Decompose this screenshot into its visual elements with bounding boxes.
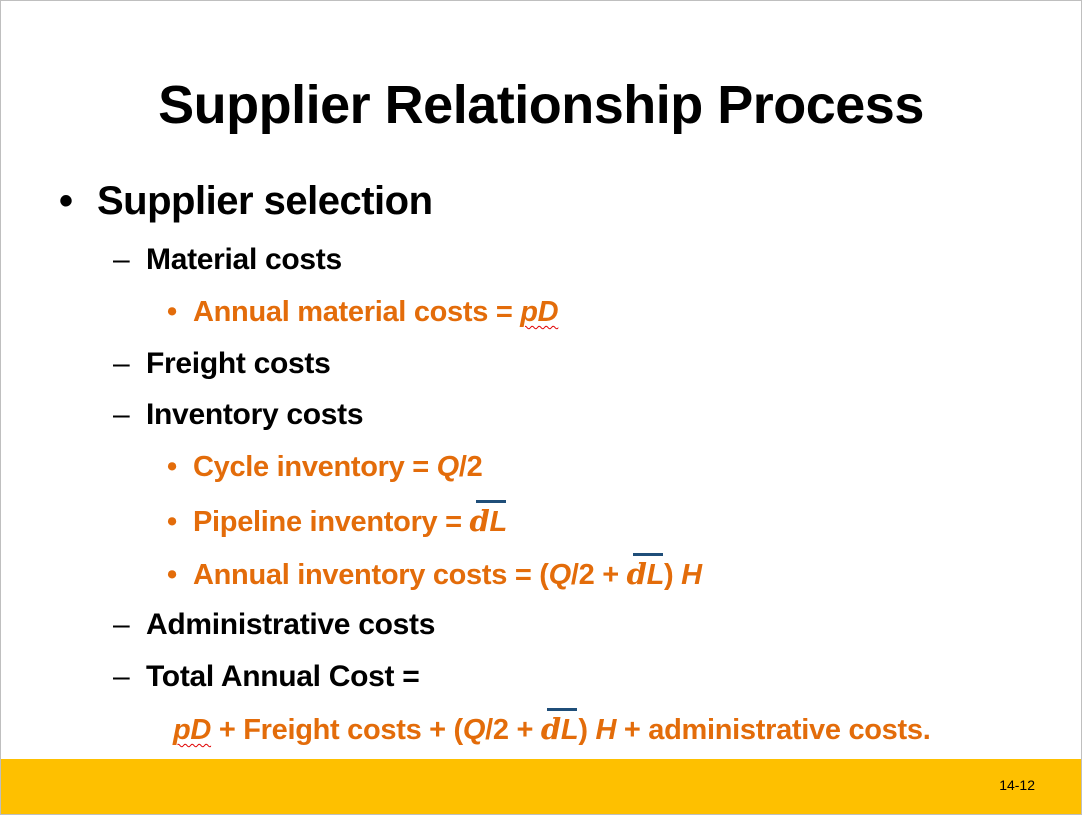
dash-icon: – [113, 608, 130, 641]
formula-close: ) [664, 559, 682, 591]
subitem-text: Inventory costs [146, 398, 364, 431]
subitem-text: Freight costs [146, 347, 331, 380]
formula-mid: /2 + [485, 714, 541, 746]
formula-admin: + administrative costs. [616, 714, 931, 746]
subitem-material-costs: – Material costs [113, 242, 342, 278]
subitem-total-annual-cost: – Total Annual Cost = [113, 659, 420, 695]
bullet-icon: • [167, 559, 177, 591]
formula-q: Q [436, 451, 460, 483]
subitem-text: Material costs [146, 243, 342, 276]
bullet-icon: • [167, 506, 177, 538]
bullet-icon: • [167, 296, 177, 328]
bullet-icon: • [59, 179, 73, 223]
formula-h: H [681, 559, 702, 591]
dash-icon: – [113, 347, 130, 380]
bullet-text: Supplier selection [97, 179, 433, 223]
slide-title: Supplier Relationship Process [158, 75, 924, 135]
subitem-text: Administrative costs [146, 608, 436, 641]
subsubitem-text: Annual material costs = [193, 296, 521, 328]
formula-l: L [646, 559, 665, 591]
page-number: 14-12 [999, 777, 1035, 793]
formula-dbar: d [540, 708, 577, 746]
formula-q: Q [548, 559, 572, 591]
formula-freight: + Freight costs + ( [211, 714, 463, 746]
formula-l: L [489, 506, 508, 538]
formula-dbar: d [626, 553, 663, 591]
dash-icon: – [113, 398, 130, 431]
subsubitem-pipeline-inventory: • Pipeline inventory = dL [167, 500, 508, 540]
formula-mid: /2 + [570, 559, 627, 591]
footer-bar: 14-12 [1, 759, 1081, 814]
formula-l: L [560, 714, 579, 746]
subsubitem-text: Annual inventory costs = ( [193, 559, 549, 591]
dash-icon: – [113, 243, 130, 276]
subitem-text: Total Annual Cost = [146, 660, 420, 693]
bullet-icon: • [167, 451, 177, 483]
dash-icon: – [113, 660, 130, 693]
subsubitem-annual-material-costs: • Annual material costs = pD [167, 294, 559, 330]
formula-pd: pD [520, 296, 559, 328]
formula-close: ) [578, 714, 596, 746]
subsubitem-text: Pipeline inventory = [193, 506, 470, 538]
subsubitem-annual-inventory-costs: • Annual inventory costs = (Q/2 + dL) H [167, 553, 702, 593]
subsubitem-text: Cycle inventory = [193, 451, 437, 483]
formula-q: Q [462, 714, 486, 746]
formula-pd: pD [173, 714, 212, 746]
subitem-freight-costs: – Freight costs [113, 346, 331, 382]
formula-h: H [595, 714, 617, 746]
formula-dbar: d [469, 500, 506, 538]
formula-suffix: /2 [458, 451, 483, 483]
subitem-inventory-costs: – Inventory costs [113, 397, 364, 433]
total-cost-formula: pD + Freight costs + (Q/2 + dL) H + admi… [173, 708, 931, 748]
subitem-administrative-costs: – Administrative costs [113, 607, 435, 643]
subsubitem-cycle-inventory: • Cycle inventory = Q/2 [167, 449, 483, 485]
bullet-supplier-selection: • Supplier selection [59, 175, 433, 227]
